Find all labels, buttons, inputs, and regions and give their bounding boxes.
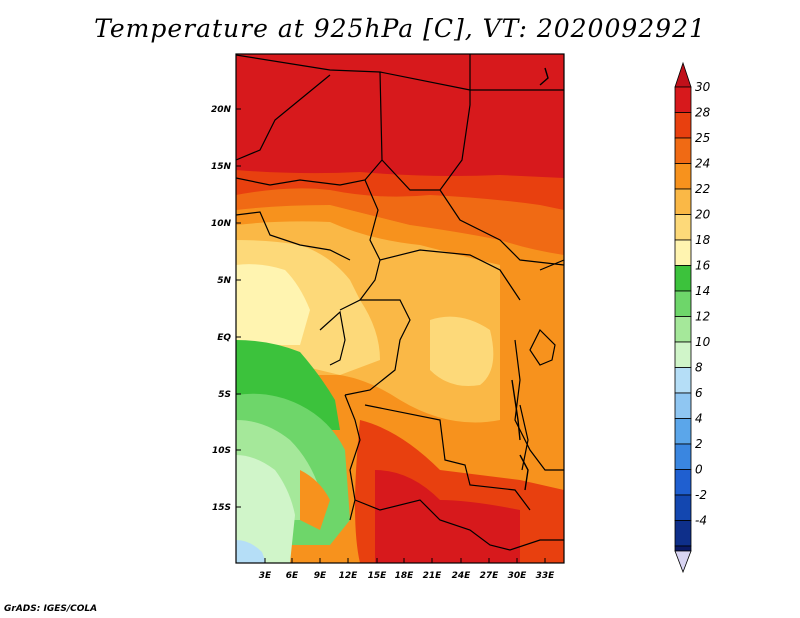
colorbar-label: -4 [695, 514, 707, 528]
colorbar-swatch [674, 341, 692, 368]
band-18 [236, 264, 310, 345]
colorbar-swatch [674, 392, 692, 419]
colorbar-label: 12 [695, 310, 710, 324]
basin-light [430, 316, 494, 386]
colorbar-swatch [674, 469, 692, 496]
country-borders [236, 54, 564, 551]
colorbar-swatch [674, 316, 692, 343]
colorbar-swatch [674, 214, 692, 241]
lon-tick-label: 27E [480, 571, 500, 581]
colorbar-top-arrow [674, 61, 692, 88]
colorbar-swatch [674, 188, 692, 215]
colorbar-label: 10 [695, 335, 711, 349]
colorbar-swatch [674, 86, 692, 113]
temperature-field [236, 54, 564, 563]
colorbar-swatch [674, 163, 692, 190]
colorbar-bottom-arrow [674, 550, 692, 574]
colorbar-swatch [674, 239, 692, 266]
colorbar-swatch [674, 367, 692, 394]
colorbar-label: 4 [695, 412, 703, 426]
lat-tick-label: 5N [217, 276, 231, 286]
lon-tick-label: 3E [259, 571, 272, 581]
coast-cool [300, 470, 330, 530]
colorbar-label: 30 [695, 80, 711, 94]
colorbar-swatch [674, 418, 692, 445]
lon-tick-label: 12E [339, 571, 359, 581]
colorbar-label: 6 [695, 386, 703, 400]
colorbar-label: 2 [695, 437, 703, 451]
lat-tick-label: EQ [217, 333, 231, 343]
lon-tick-label: 24E [452, 571, 472, 581]
lon-tick-label: 18E [395, 571, 415, 581]
colorbar-label: 20 [695, 208, 711, 222]
colorbar-label: -2 [695, 488, 707, 502]
colorbar-swatch [674, 137, 692, 164]
lon-tick-label: 9E [314, 571, 327, 581]
colorbar-label: 14 [695, 284, 710, 298]
colorbar-bottom-band [674, 545, 692, 552]
colorbar-swatch [674, 520, 692, 547]
lat-tick-label: 15N [211, 162, 232, 172]
lake-outlines [511, 67, 549, 491]
lon-tick-label: 21E [423, 571, 443, 581]
band-8 [236, 540, 266, 563]
lat-tick-label: 10N [211, 219, 232, 229]
lat-tick-label: 20N [211, 105, 232, 115]
colorbar-label: 8 [695, 361, 703, 375]
map-title: Temperature at 925hPa [C], VT: 202009292… [94, 14, 706, 43]
colorbar-label: 25 [695, 131, 710, 145]
longitude-axis: 3E 6E 9E 12E 15E 18E 21E 24E 27E 30E 33E [259, 558, 555, 581]
lat-tick-label: 15S [212, 503, 231, 513]
colorbar-swatch [674, 494, 692, 521]
colorbar-label: 16 [695, 259, 711, 273]
lon-tick-label: 33E [536, 571, 556, 581]
colorbar-swatch [674, 290, 692, 317]
colorbar-label: 24 [695, 157, 710, 171]
map-frame [235, 53, 565, 564]
band-10 [236, 455, 295, 563]
grads-credit: GrADS: IGES/COLA [4, 604, 98, 614]
colorbar-label: 0 [695, 463, 703, 477]
lon-tick-label: 6E [286, 571, 299, 581]
colorbar-swatch [674, 112, 692, 139]
lat-tick-label: 5S [218, 390, 231, 400]
colorbar-label: 28 [695, 106, 711, 120]
lon-tick-label: 15E [368, 571, 388, 581]
colorbar-swatch [674, 443, 692, 470]
colorbar-label: 22 [695, 182, 710, 196]
colorbar-label: 18 [695, 233, 711, 247]
lon-tick-label: 30E [508, 571, 528, 581]
colorbar-swatch [674, 265, 692, 292]
lat-tick-label: 10S [212, 446, 231, 456]
latitude-axis: 20N 15N 10N 5N EQ 5S 10S 15S [211, 105, 241, 513]
